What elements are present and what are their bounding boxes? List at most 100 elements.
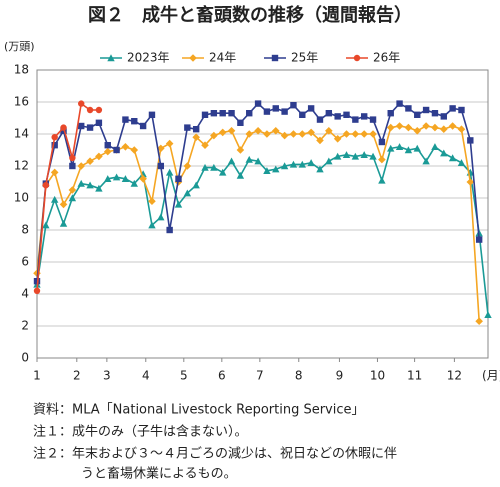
data-point bbox=[192, 133, 200, 141]
data-point bbox=[60, 127, 67, 134]
data-point bbox=[395, 122, 404, 130]
data-point bbox=[307, 159, 315, 166]
data-point bbox=[69, 162, 76, 170]
data-point bbox=[59, 219, 68, 227]
x-tick-label: 11 bbox=[407, 369, 422, 383]
data-point bbox=[33, 278, 41, 285]
note: 資料：MLA「National Livestock Reporting Serv… bbox=[33, 403, 365, 418]
data-point bbox=[369, 130, 377, 138]
data-point bbox=[236, 171, 245, 179]
data-point bbox=[290, 102, 297, 109]
data-point bbox=[219, 110, 226, 117]
data-point bbox=[130, 146, 139, 154]
y-tick-label: 16 bbox=[14, 95, 29, 109]
data-point bbox=[148, 221, 156, 229]
data-point bbox=[448, 154, 457, 162]
data-point bbox=[77, 162, 86, 170]
data-point bbox=[157, 162, 165, 170]
data-point bbox=[404, 123, 413, 132]
data-point bbox=[351, 152, 360, 160]
data-point bbox=[263, 108, 271, 115]
data-point bbox=[440, 113, 447, 120]
data-point bbox=[148, 111, 156, 118]
data-point bbox=[104, 175, 112, 182]
y-tick-label: 8 bbox=[21, 223, 29, 237]
data-point bbox=[440, 149, 448, 157]
data-point bbox=[280, 131, 289, 140]
data-point bbox=[325, 110, 333, 117]
data-point bbox=[280, 162, 289, 170]
data-point bbox=[103, 147, 112, 156]
plot-frame bbox=[36, 69, 489, 359]
data-point bbox=[378, 176, 386, 184]
data-point bbox=[263, 130, 271, 138]
data-point bbox=[68, 194, 77, 202]
data-point bbox=[316, 116, 324, 123]
data-point bbox=[139, 175, 147, 183]
y-tick-label: 18 bbox=[14, 63, 29, 77]
data-point bbox=[333, 135, 342, 143]
data-point bbox=[246, 110, 253, 117]
data-point bbox=[237, 119, 244, 126]
data-point bbox=[467, 137, 474, 144]
data-point bbox=[42, 221, 50, 229]
y-tick-label: 0 bbox=[21, 351, 29, 365]
data-point bbox=[184, 124, 191, 131]
data-point bbox=[360, 113, 368, 120]
data-point bbox=[316, 136, 324, 145]
data-point bbox=[112, 173, 121, 181]
data-point bbox=[254, 127, 262, 135]
data-point bbox=[457, 125, 466, 133]
data-point bbox=[413, 127, 422, 135]
chart-title: 図２ 成牛と畜頭数の推移（週間報告） bbox=[88, 4, 412, 26]
x-tick-label: 10 bbox=[370, 369, 385, 383]
data-point bbox=[458, 106, 465, 114]
legend-marker bbox=[107, 54, 115, 62]
data-point bbox=[369, 152, 377, 160]
data-point bbox=[33, 287, 41, 294]
y-tick-label: 4 bbox=[21, 287, 29, 301]
data-point bbox=[50, 195, 59, 203]
data-point bbox=[201, 163, 209, 171]
data-point bbox=[165, 139, 174, 148]
data-point bbox=[121, 175, 130, 182]
data-point bbox=[475, 317, 483, 325]
data-point bbox=[50, 168, 59, 177]
x-tick-label: 1 bbox=[33, 369, 41, 383]
data-point bbox=[298, 130, 307, 138]
data-point bbox=[316, 165, 324, 173]
data-point bbox=[68, 186, 77, 194]
data-point bbox=[448, 122, 457, 130]
data-point bbox=[281, 108, 288, 115]
data-point bbox=[352, 116, 359, 123]
data-point bbox=[227, 157, 236, 165]
data-point bbox=[422, 122, 430, 130]
data-point bbox=[439, 125, 448, 133]
data-point bbox=[325, 127, 333, 135]
note: うと畜場休業によるもの。 bbox=[81, 466, 237, 482]
x-tick-label: 2 bbox=[73, 369, 81, 383]
data-point bbox=[413, 144, 421, 152]
data-point bbox=[395, 143, 404, 150]
data-point bbox=[387, 144, 395, 152]
data-point bbox=[245, 155, 253, 163]
data-point bbox=[219, 168, 227, 176]
data-point bbox=[457, 159, 466, 166]
data-point bbox=[104, 142, 111, 149]
y-tick-label: 2 bbox=[21, 319, 29, 333]
y-tick-label: 6 bbox=[21, 255, 29, 269]
data-point bbox=[351, 130, 360, 138]
data-point bbox=[42, 182, 50, 189]
x-tick-label: 3 bbox=[103, 369, 111, 383]
data-point bbox=[95, 152, 103, 161]
data-point bbox=[86, 124, 94, 131]
data-point bbox=[466, 178, 475, 186]
data-point bbox=[271, 127, 280, 135]
data-point bbox=[227, 127, 236, 135]
legend-label: 26年 bbox=[373, 51, 400, 65]
legend-marker bbox=[271, 54, 279, 62]
data-point bbox=[157, 213, 165, 221]
x-axis-label: (月) bbox=[482, 369, 500, 383]
data-point bbox=[484, 311, 492, 318]
